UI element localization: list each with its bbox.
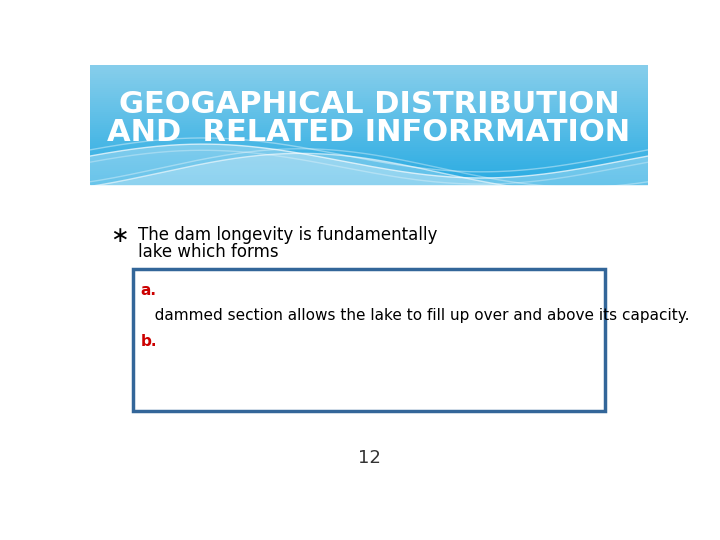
Bar (90, 64, 648, 67)
Bar (90, 150, 648, 152)
Bar (90, 173, 648, 176)
Bar (90, 181, 648, 184)
Text: lake which forms: lake which forms (138, 244, 284, 261)
Text: GEOGAPHICAL DISTRIBUTION: GEOGAPHICAL DISTRIBUTION (119, 90, 619, 119)
Bar (90, 80, 648, 83)
Bar (90, 144, 648, 146)
Bar (90, 161, 648, 164)
Bar (90, 70, 648, 73)
Bar (90, 134, 648, 137)
Bar (90, 82, 648, 85)
Bar (90, 114, 648, 117)
Bar (90, 94, 648, 97)
Bar (90, 104, 648, 106)
Bar (90, 159, 648, 162)
Bar (90, 170, 648, 172)
Text: ∗: ∗ (110, 226, 129, 246)
Bar (90, 106, 648, 109)
Bar (90, 90, 648, 93)
Bar (90, 152, 648, 154)
Bar (90, 108, 648, 111)
Bar (90, 130, 648, 132)
Text: b.: b. (140, 334, 157, 348)
Bar (90, 66, 648, 69)
Bar (90, 140, 648, 143)
Bar (90, 120, 648, 123)
Bar (90, 96, 648, 99)
Bar (90, 132, 648, 134)
Bar (90, 118, 648, 120)
Bar (90, 156, 648, 158)
Text: dammed section allows the lake to fill up over and above its capacity.: dammed section allows the lake to fill u… (140, 308, 690, 323)
Bar (90, 178, 648, 180)
Bar (90, 164, 648, 166)
Bar (90, 146, 648, 148)
Text: 12: 12 (358, 449, 380, 467)
Bar (90, 138, 648, 140)
Bar (90, 76, 648, 79)
Bar (90, 141, 648, 144)
Bar (90, 88, 648, 91)
Bar (90, 124, 648, 126)
Bar (90, 158, 648, 160)
Bar (90, 153, 648, 156)
Text: The dam longevity is fundamentally: The dam longevity is fundamentally (138, 226, 443, 245)
Bar (90, 110, 648, 112)
Bar (90, 74, 648, 77)
Bar (90, 84, 648, 87)
Bar (90, 171, 648, 174)
Bar (90, 100, 648, 103)
Bar (90, 112, 648, 114)
Bar (90, 165, 648, 168)
Bar (90, 176, 648, 178)
PathPatch shape (90, 153, 648, 192)
Bar (90, 98, 648, 100)
Bar (90, 68, 648, 71)
Bar (90, 136, 648, 138)
Bar (90, 126, 648, 129)
Text: AND  RELATED INFORRMATION: AND RELATED INFORRMATION (107, 118, 631, 147)
Bar (90, 127, 648, 131)
Text: a.: a. (140, 283, 156, 298)
Bar (90, 78, 648, 80)
Bar (90, 179, 648, 182)
Bar (90, 147, 648, 150)
Bar (90, 86, 648, 89)
Bar (90, 102, 648, 105)
Bar (90, 72, 648, 75)
Bar (90, 92, 648, 94)
Bar (90, 122, 648, 125)
PathPatch shape (90, 144, 648, 188)
Bar (90, 167, 648, 170)
Bar (132, 269, 606, 411)
Bar (90, 116, 648, 118)
